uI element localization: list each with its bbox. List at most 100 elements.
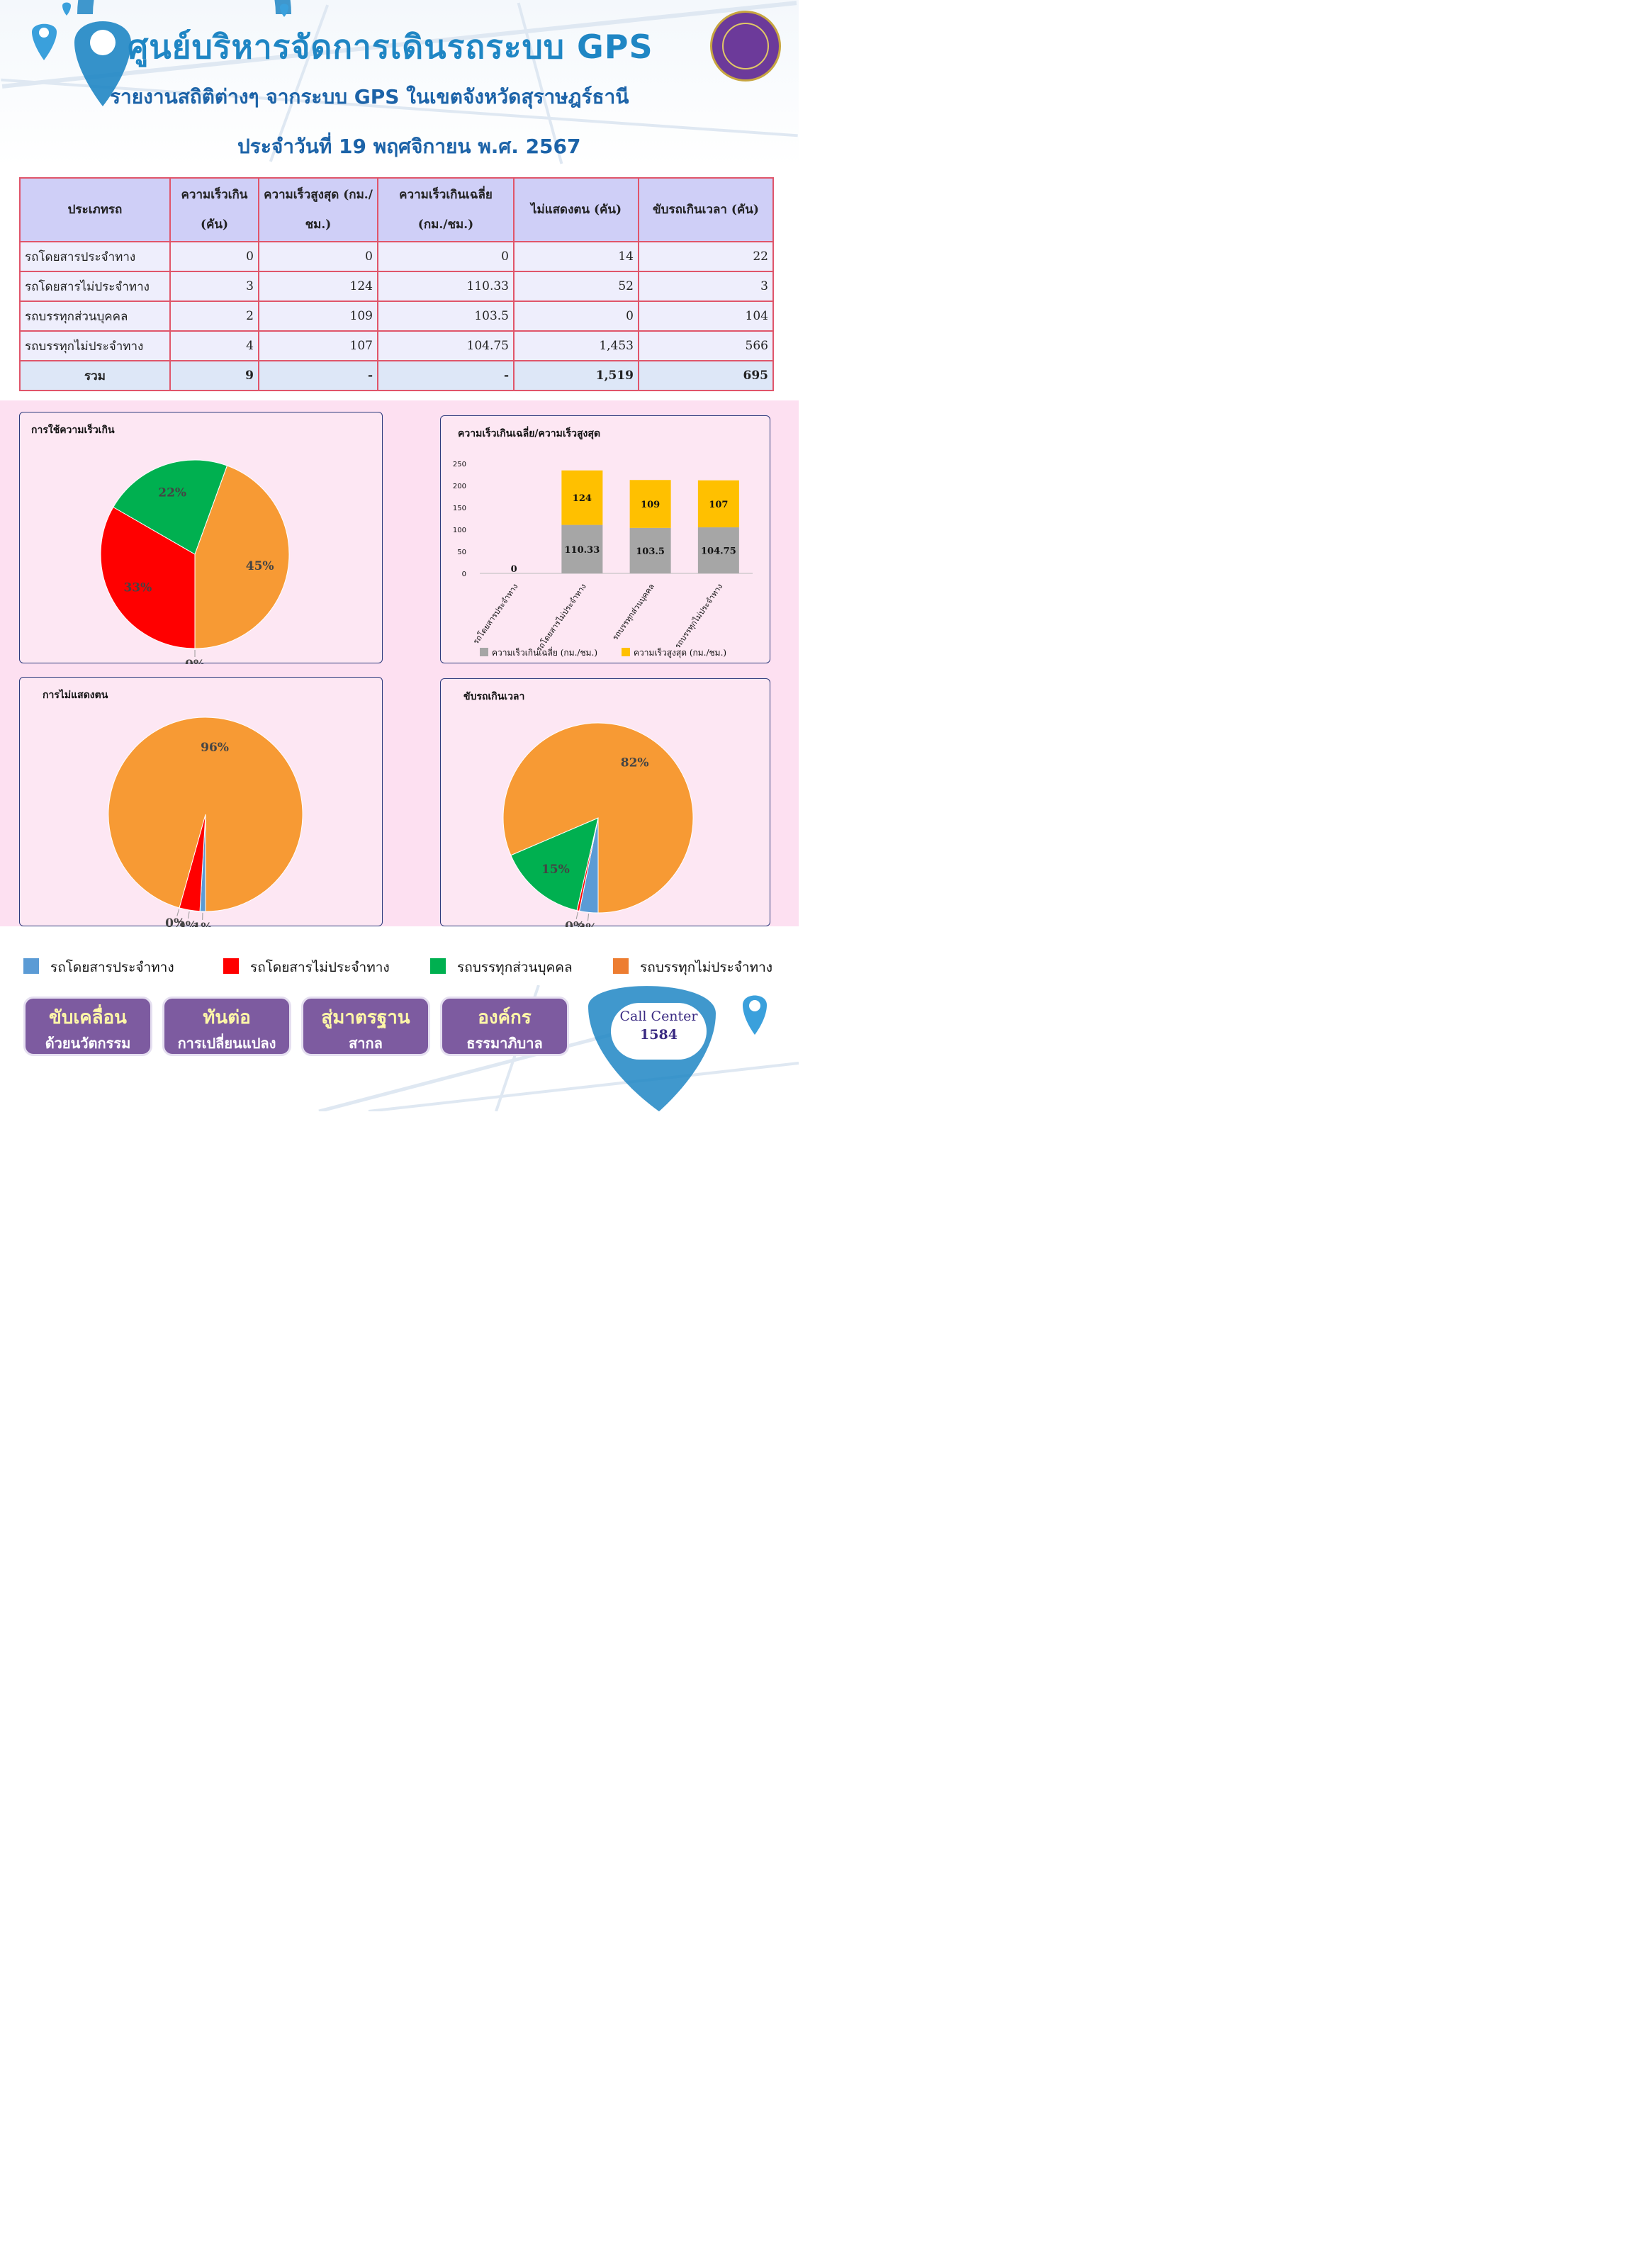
pie-slice bbox=[194, 465, 290, 649]
table-cell: 104 bbox=[638, 301, 774, 332]
motto-governance-button: องค์กร ธรรมาภิบาล bbox=[440, 997, 569, 1056]
table-cell: 0 bbox=[513, 301, 639, 332]
legend-label: ความเร็วสูงสุด (กม./ชม.) bbox=[634, 647, 726, 658]
page-title: ศูนย์บริหารจัดการเดินรถระบบ GPS bbox=[128, 28, 653, 66]
table-cell: 1,453 bbox=[513, 330, 639, 361]
table-total-row: รวม 9 - - 1,519 695 bbox=[19, 360, 774, 391]
pie-slice bbox=[100, 506, 196, 649]
overspeed-pie-chart: 0% 33% 22% 45% bbox=[100, 459, 290, 664]
pie-label: 3% bbox=[177, 919, 197, 927]
table-cell: 124 bbox=[258, 271, 378, 302]
table-cell: 0 bbox=[169, 241, 259, 272]
col-header-overtime: ขับรถเกินเวลา (คัน) bbox=[638, 177, 774, 242]
y-tick-label: 50 bbox=[457, 549, 466, 556]
table-cell: 109 bbox=[258, 301, 378, 332]
x-category-label: รถบรรทุกไม่ประจำทาง bbox=[673, 582, 725, 650]
pie-label: 1% bbox=[192, 921, 212, 927]
motto-line1: ทันต่อ bbox=[203, 1007, 251, 1028]
col-header-max-speed: ความเร็วสูงสุด (กม./ชม.) bbox=[258, 177, 378, 242]
bar-value-label: 109 bbox=[641, 500, 660, 510]
motto-line2: ธรรมาภิบาล bbox=[466, 1035, 543, 1052]
overtime-pie-chart: 3%0% 15% 82% bbox=[502, 722, 694, 927]
stats-table: ประเภทรถ ความเร็วเกิน (คัน) ความเร็วสูงส… bbox=[19, 177, 774, 391]
col-header-no-identity: ไม่แสดงตน (คัน) bbox=[513, 177, 639, 242]
table-row: รถบรรทุกส่วนบุคคล 2 109 103.5 0 104 bbox=[19, 301, 774, 332]
bar-value-label: 107 bbox=[709, 500, 728, 510]
legend-swatch bbox=[622, 648, 630, 656]
table-cell: 695 bbox=[638, 360, 774, 391]
chart-title: ขับรถเกินเวลา bbox=[463, 691, 525, 702]
motto-line2: สากล bbox=[349, 1035, 383, 1052]
gps-pin-icon bbox=[32, 0, 291, 106]
chart-title: การใช้ความเร็วเกิน bbox=[31, 425, 115, 436]
table-cell: 4 bbox=[169, 330, 259, 361]
legend-label: รถโดยสารประจำทาง bbox=[50, 960, 174, 975]
page-subtitle: รายงานสถิติต่างๆ จากระบบ GPS ในเขตจังหวั… bbox=[110, 85, 629, 108]
y-tick-label: 200 bbox=[453, 483, 466, 490]
vehicle-type-legend: รถโดยสารประจำทาง รถโดยสารไม่ประจำทาง รถบ… bbox=[0, 943, 799, 985]
y-tick-label: 150 bbox=[453, 505, 466, 512]
pie-label: 96% bbox=[201, 741, 229, 755]
bar-value-label: 103.5 bbox=[636, 546, 665, 557]
table-cell: 103.5 bbox=[377, 301, 515, 332]
table-cell: รถโดยสารประจำทาง bbox=[19, 241, 171, 272]
motto-line1: สู่มาตรฐาน bbox=[321, 1007, 410, 1028]
bar bbox=[629, 527, 671, 573]
table-cell: 566 bbox=[638, 330, 774, 361]
pie-label: 3% bbox=[578, 921, 597, 927]
table-cell: รวม bbox=[19, 360, 171, 391]
y-tick-label: 250 bbox=[453, 461, 466, 468]
pie-leader-line bbox=[575, 911, 578, 919]
pie-slice bbox=[108, 717, 303, 912]
no-identity-pie-chart: 1%3%0% 96% bbox=[108, 717, 303, 927]
table-cell: - bbox=[377, 360, 515, 391]
pie-slice bbox=[113, 459, 228, 555]
table-cell: 22 bbox=[638, 241, 774, 272]
col-header-type: ประเภทรถ bbox=[19, 177, 171, 242]
motto-line1: ขับเคลื่อน bbox=[49, 1007, 127, 1028]
pie-label: 82% bbox=[621, 756, 649, 770]
motto-change-button: ทันต่อ การเปลี่ยนแปลง bbox=[162, 997, 291, 1056]
table-cell: 3 bbox=[169, 271, 259, 302]
charts-section: 0% 33% 22% 45% การใช้ความเร็วเกิน 0 50 100 150… bbox=[0, 400, 799, 927]
legend-swatch bbox=[613, 958, 629, 974]
bar-value-label: 104.75 bbox=[701, 546, 736, 557]
y-tick-label: 100 bbox=[453, 527, 466, 534]
report-date: ประจำวันที่ 19 พฤศจิกายน พ.ศ. 2567 bbox=[237, 135, 581, 158]
table-cell: 0 bbox=[377, 241, 515, 272]
motto-line2: ด้วยนวัตกรรม bbox=[45, 1035, 131, 1052]
legend-swatch bbox=[430, 958, 446, 974]
y-tick-label: 0 bbox=[462, 571, 466, 578]
department-seal-icon bbox=[710, 11, 781, 82]
table-cell: รถบรรทุกไม่ประจำทาง bbox=[19, 330, 171, 361]
table-cell: 14 bbox=[513, 241, 639, 272]
table-cell: 3 bbox=[638, 271, 774, 302]
stats-table-section: ประเภทรถ ความเร็วเกิน (คัน) ความเร็วสูงส… bbox=[0, 167, 799, 400]
pie-leader-line bbox=[176, 909, 180, 916]
table-cell: 9 bbox=[169, 360, 259, 391]
chart-panel-no-identity: 1%3%0% 96% การไม่แสดงตน bbox=[19, 677, 383, 927]
table-cell: 107 bbox=[258, 330, 378, 361]
legend-swatch bbox=[223, 958, 239, 974]
table-row: รถโดยสารประจำทาง 0 0 0 14 22 bbox=[19, 241, 774, 272]
x-category-label: รถโดยสารไม่ประจำทาง bbox=[534, 582, 588, 653]
pie-label: 45% bbox=[246, 559, 274, 573]
table-cell: 2 bbox=[169, 301, 259, 332]
chart-panel-speed-bars: 0 50 100 150 200 250 0 รถโดยสารประจำทาง 110.33 12… bbox=[440, 415, 770, 663]
pie-slice bbox=[510, 817, 599, 911]
bar bbox=[561, 470, 603, 525]
table-header-row: ประเภทรถ ความเร็วเกิน (คัน) ความเร็วสูงส… bbox=[19, 177, 774, 242]
bar bbox=[629, 480, 671, 528]
legend-swatch bbox=[23, 958, 39, 974]
bar bbox=[697, 527, 739, 573]
call-center-number: 1584 bbox=[640, 1027, 678, 1043]
col-header-avg-speed: ความเร็วเกินเฉลี่ย (กม./ชม.) bbox=[377, 177, 515, 242]
footer: ขับเคลื่อน ด้วยนวัตกรรม ทันต่อ การเปลี่ย… bbox=[0, 985, 799, 1111]
legend-label: รถบรรทุกไม่ประจำทาง bbox=[640, 960, 773, 975]
col-header-overspeed: ความเร็วเกิน (คัน) bbox=[169, 177, 259, 242]
pie-slice bbox=[502, 722, 694, 914]
header-banner: ศูนย์บริหารจัดการเดินรถระบบ GPS รายงานสถ… bbox=[0, 0, 799, 167]
chart-title: ความเร็วเกินเฉลี่ย/ความเร็วสูงสุด bbox=[458, 428, 601, 439]
speed-bar-chart: 0 50 100 150 200 250 0 รถโดยสารประจำทาง 110.33 12… bbox=[453, 461, 753, 658]
pie-label: 33% bbox=[123, 581, 152, 595]
